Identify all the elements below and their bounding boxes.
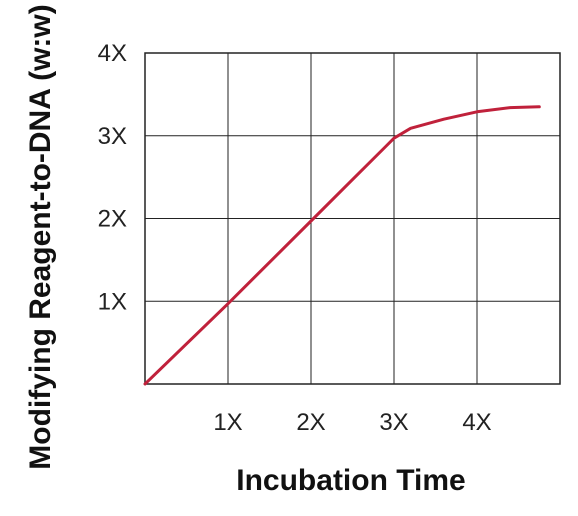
y-tick-label: 3X <box>98 123 127 150</box>
y-axis-ticks: 1X 2X 3X 4X <box>98 40 127 315</box>
y-axis-title: Modifying Reagent-to-DNA (w:w) <box>24 4 57 469</box>
grid <box>145 52 560 384</box>
y-tick-label: 2X <box>98 206 127 233</box>
x-tick-label: 2X <box>296 409 325 436</box>
plot-frame <box>144 52 561 385</box>
x-axis-title: Incubation Time <box>236 464 465 497</box>
x-axis-ticks: 1X 2X 3X 4X <box>213 409 491 436</box>
x-tick-label: 3X <box>379 409 408 436</box>
series-layer <box>143 105 541 386</box>
y-tick-label: 4X <box>98 40 127 67</box>
x-tick-label: 1X <box>213 409 242 436</box>
series-line-1 <box>143 105 541 386</box>
y-tick-label: 1X <box>98 288 127 315</box>
x-tick-label: 4X <box>462 409 491 436</box>
